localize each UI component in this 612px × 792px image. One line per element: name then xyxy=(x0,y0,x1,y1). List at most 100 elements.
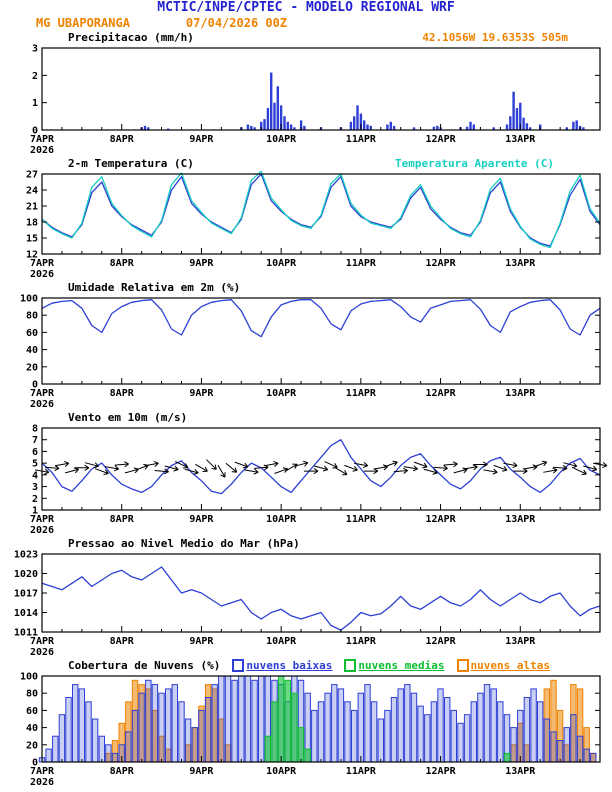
svg-text:5: 5 xyxy=(32,459,38,470)
svg-text:8: 8 xyxy=(32,424,38,435)
svg-text:6: 6 xyxy=(32,447,38,458)
svg-text:11APR: 11APR xyxy=(346,388,377,399)
svg-text:1: 1 xyxy=(32,506,38,517)
svg-text:80: 80 xyxy=(26,311,38,322)
svg-text:7APR: 7APR xyxy=(30,388,55,399)
svg-text:10APR: 10APR xyxy=(266,514,297,525)
station-coordinates: 42.1056W 19.6353S 505m xyxy=(422,31,568,44)
model-title: MCTIC/INPE/CPTEC - MODELO REGIONAL WRF xyxy=(157,0,455,15)
svg-text:4: 4 xyxy=(32,470,38,481)
pressure-title-row: Pressao ao Nivel Medio do Mar (hPa) xyxy=(0,537,612,550)
humidity-title-row: Umidade Relativa em 2m (%) xyxy=(0,281,612,294)
svg-text:8APR: 8APR xyxy=(110,388,135,399)
precipitation-title-row: Precipitacao (mm/h) 42.1056W 19.6353S 50… xyxy=(0,31,612,44)
svg-text:1: 1 xyxy=(32,98,38,109)
svg-text:9APR: 9APR xyxy=(189,388,214,399)
run-datetime: 07/04/2026 00Z xyxy=(185,16,288,30)
svg-text:1014: 1014 xyxy=(14,608,38,619)
svg-text:18: 18 xyxy=(26,218,38,229)
svg-text:100: 100 xyxy=(20,672,38,683)
svg-text:60: 60 xyxy=(26,706,38,717)
svg-text:12APR: 12APR xyxy=(426,766,457,777)
svg-text:10APR: 10APR xyxy=(266,134,297,145)
svg-text:13APR: 13APR xyxy=(505,766,536,777)
svg-text:9APR: 9APR xyxy=(189,636,214,647)
temperature-title-row: 2-m Temperatura (C) Temperatura Aparente… xyxy=(0,157,612,170)
svg-text:20: 20 xyxy=(26,740,38,751)
svg-text:2026: 2026 xyxy=(30,525,54,536)
svg-text:11APR: 11APR xyxy=(346,134,377,145)
svg-text:9APR: 9APR xyxy=(189,766,214,777)
svg-text:2026: 2026 xyxy=(30,399,54,410)
svg-text:13APR: 13APR xyxy=(505,134,536,145)
svg-text:7APR: 7APR xyxy=(30,514,55,525)
panel-temperature: 2-m Temperatura (C) Temperatura Aparente… xyxy=(0,157,612,281)
mid-clouds-label: nuvens medias xyxy=(358,659,445,672)
svg-text:7APR: 7APR xyxy=(30,636,55,647)
panel-precipitation: Precipitacao (mm/h) 42.1056W 19.6353S 50… xyxy=(0,31,612,157)
svg-text:10APR: 10APR xyxy=(266,766,297,777)
svg-text:24: 24 xyxy=(26,186,38,197)
temperature-title: 2-m Temperatura (C) xyxy=(68,157,194,170)
svg-text:60: 60 xyxy=(26,328,38,339)
mid-clouds-swatch-icon xyxy=(344,659,357,672)
svg-text:9APR: 9APR xyxy=(189,514,214,525)
svg-text:3: 3 xyxy=(32,44,38,55)
svg-text:11APR: 11APR xyxy=(346,636,377,647)
svg-text:9APR: 9APR xyxy=(189,258,214,269)
wind-title: Vento em 10m (m/s) xyxy=(68,411,188,424)
svg-text:40: 40 xyxy=(26,345,38,356)
panel-clouds: Cobertura de Nuvens (%) nuvens baixas nu… xyxy=(0,659,612,789)
svg-text:7APR: 7APR xyxy=(30,134,55,145)
svg-text:100: 100 xyxy=(20,294,38,305)
svg-text:12APR: 12APR xyxy=(426,514,457,525)
svg-text:0: 0 xyxy=(32,126,38,137)
svg-text:8APR: 8APR xyxy=(110,258,135,269)
svg-text:7APR: 7APR xyxy=(30,258,55,269)
panel-wind: Vento em 10m (m/s) 1 2 3 4 5 6 7 8 7APR 2026 8APR 9… xyxy=(0,411,612,537)
panel-pressure: Pressao ao Nivel Medio do Mar (hPa) 1011… xyxy=(0,537,612,659)
panel-humidity: Umidade Relativa em 2m (%) 0 20 40 60 80 100 7… xyxy=(0,281,612,411)
humidity-title: Umidade Relativa em 2m (%) xyxy=(68,281,241,294)
svg-text:80: 80 xyxy=(26,689,38,700)
svg-text:12APR: 12APR xyxy=(426,388,457,399)
svg-text:2: 2 xyxy=(32,71,38,82)
svg-text:15: 15 xyxy=(26,234,38,245)
svg-text:10APR: 10APR xyxy=(266,636,297,647)
low-clouds-label: nuvens baixas xyxy=(246,659,333,672)
svg-text:27: 27 xyxy=(26,170,38,181)
svg-text:11APR: 11APR xyxy=(346,766,377,777)
svg-text:7: 7 xyxy=(32,435,38,446)
svg-text:12APR: 12APR xyxy=(426,258,457,269)
svg-text:21: 21 xyxy=(26,202,38,213)
svg-text:1011: 1011 xyxy=(14,628,38,639)
legend-low-clouds: nuvens baixas xyxy=(232,659,332,672)
svg-text:10APR: 10APR xyxy=(266,388,297,399)
svg-text:13APR: 13APR xyxy=(505,636,536,647)
svg-text:8APR: 8APR xyxy=(110,636,135,647)
svg-text:20: 20 xyxy=(26,362,38,373)
svg-text:8APR: 8APR xyxy=(110,766,135,777)
svg-text:40: 40 xyxy=(26,723,38,734)
svg-text:1020: 1020 xyxy=(14,569,38,580)
svg-text:2026: 2026 xyxy=(30,777,54,788)
low-clouds-swatch-icon xyxy=(232,659,245,672)
svg-text:2: 2 xyxy=(32,494,38,505)
precipitation-title: Precipitacao (mm/h) xyxy=(68,31,194,44)
svg-text:1017: 1017 xyxy=(14,589,38,600)
svg-text:13APR: 13APR xyxy=(505,388,536,399)
svg-text:2026: 2026 xyxy=(30,647,54,658)
svg-text:0: 0 xyxy=(32,758,38,769)
station-name: MG UBAPORANGA xyxy=(36,16,130,30)
svg-text:11APR: 11APR xyxy=(346,258,377,269)
wind-title-row: Vento em 10m (m/s) xyxy=(0,411,612,424)
legend-high-clouds: nuvens altas xyxy=(456,659,550,672)
svg-text:0: 0 xyxy=(32,380,38,391)
